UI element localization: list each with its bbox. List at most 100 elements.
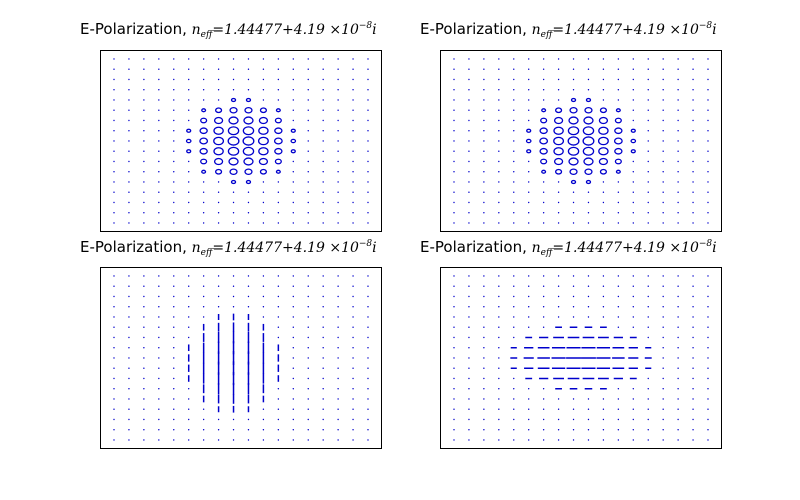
field-point: [707, 439, 709, 441]
field-point: [143, 130, 145, 132]
field-point: [113, 191, 115, 193]
field-point: [647, 306, 649, 308]
title-plus: +4.19: [281, 22, 325, 38]
field-point: [677, 99, 679, 101]
field-point: [557, 295, 560, 298]
field-point: [632, 316, 634, 318]
field-ellipse: [245, 97, 252, 103]
field-point: [307, 119, 309, 122]
field-point: [513, 140, 515, 142]
field-point: [322, 58, 324, 60]
field-point: [692, 140, 694, 142]
field-point: [143, 367, 145, 369]
field-point: [602, 439, 605, 441]
field-point: [158, 109, 160, 111]
field-point: [647, 109, 649, 111]
field-point: [707, 388, 709, 390]
field-point: [292, 367, 294, 369]
field-point: [113, 316, 115, 318]
field-point: [352, 377, 354, 380]
field-point: [498, 160, 500, 163]
field-point: [707, 99, 709, 101]
field-point: [322, 109, 324, 111]
field-point: [158, 222, 160, 224]
field-point: [453, 68, 455, 70]
field-ellipse: [227, 126, 240, 136]
field-point: [542, 408, 545, 410]
field-point: [692, 68, 694, 70]
field-point: [602, 275, 605, 277]
field-point: [542, 275, 545, 277]
field-point: [662, 418, 664, 421]
field-point: [337, 191, 339, 193]
panel-title-top-right: E-Polarization, neff=1.44477+4.19 ×10−8i: [420, 20, 717, 40]
field-point: [677, 295, 679, 298]
field-point: [692, 222, 694, 224]
field-point: [513, 212, 515, 214]
field-point: [587, 68, 590, 70]
field-ellipse: [258, 147, 269, 156]
field-point: [587, 306, 590, 308]
field-point: [677, 347, 679, 349]
field-point: [542, 398, 545, 400]
field-point: [662, 285, 664, 287]
field-point: [307, 99, 309, 101]
field-point: [277, 336, 280, 339]
field-point: [632, 295, 634, 298]
field-point: [557, 306, 560, 308]
field-point: [188, 429, 190, 431]
field-point: [513, 429, 515, 431]
field-point: [277, 295, 280, 298]
field-point: [453, 285, 455, 287]
field-point: [707, 78, 709, 81]
field-point: [662, 295, 664, 298]
field-point: [632, 439, 634, 441]
field-point: [173, 357, 175, 359]
field-point: [453, 336, 455, 339]
field-point: [662, 357, 664, 359]
field-point: [542, 306, 545, 308]
field-point: [707, 201, 709, 204]
field-point: [173, 367, 175, 369]
field-point: [202, 58, 205, 60]
field-point: [498, 99, 500, 101]
field-point: [453, 388, 455, 390]
field-point: [647, 275, 649, 277]
field-ellipse: [242, 126, 255, 136]
field-point: [143, 306, 145, 308]
field-point: [277, 68, 280, 70]
field-point: [262, 295, 265, 298]
field-point: [262, 89, 265, 91]
field-plot-bottom-right: [440, 267, 722, 449]
field-point: [602, 78, 605, 81]
field-point: [557, 439, 560, 441]
field-point: [337, 439, 339, 441]
field-point: [202, 191, 205, 193]
field-point: [322, 78, 324, 81]
field-point: [632, 58, 634, 60]
field-point: [307, 89, 309, 91]
field-point: [367, 130, 369, 132]
field-point: [113, 181, 115, 183]
field-point: [173, 408, 175, 410]
field-point: [647, 171, 649, 173]
field-ellipse: [598, 116, 609, 125]
field-point: [113, 285, 115, 287]
field-point: [307, 140, 309, 142]
field-point: [498, 201, 500, 204]
field-point: [202, 68, 205, 70]
field-point: [707, 429, 709, 431]
field-point: [662, 336, 664, 339]
field-point: [158, 398, 160, 400]
field-point: [352, 357, 354, 359]
field-point: [662, 109, 664, 111]
field-point: [143, 295, 145, 298]
field-point: [277, 222, 280, 224]
field-point: [202, 306, 205, 308]
field-point: [632, 306, 634, 308]
field-point: [647, 78, 649, 81]
field-point: [277, 439, 280, 441]
field-point: [572, 222, 575, 224]
field-point: [322, 336, 324, 339]
field-point: [662, 201, 664, 204]
